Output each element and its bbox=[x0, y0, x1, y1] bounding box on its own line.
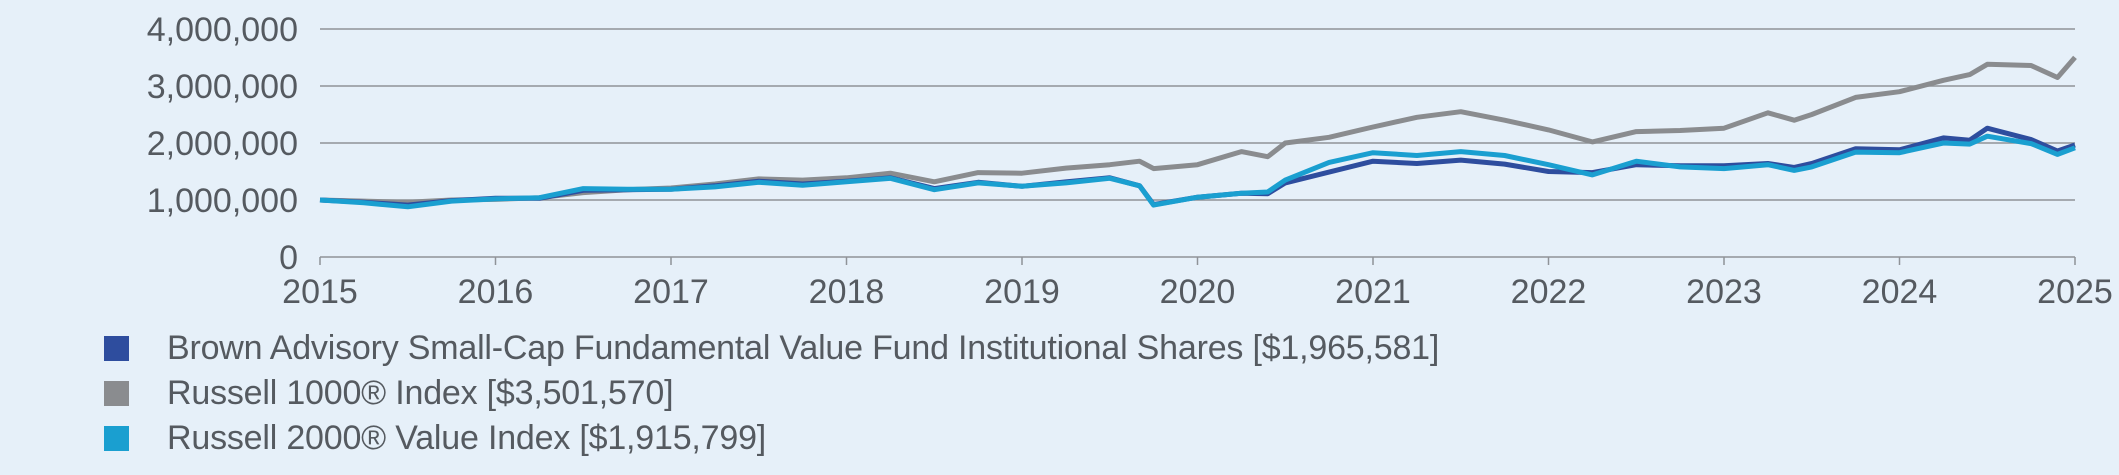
x-axis: 2015 2016 2017 2018 2019 2020 2021 2022 2023 2024… bbox=[282, 256, 2113, 311]
gridlines bbox=[320, 28, 2075, 201]
x-tick-label: 2025 bbox=[2037, 273, 2113, 311]
x-tick-label: 2024 bbox=[1862, 273, 1938, 311]
x-tick-label: 2017 bbox=[633, 273, 709, 311]
legend-item-russell-1000: Russell 1000® Index [$3,501,570] bbox=[104, 371, 1439, 416]
legend-swatch-russell-1000 bbox=[104, 381, 129, 406]
legend-label-russell-1000: Russell 1000® Index [$3,501,570] bbox=[167, 374, 674, 412]
y-tick-label: 2,000,000 bbox=[147, 125, 298, 163]
series-line-2 bbox=[319, 133, 2076, 210]
legend-item-russell-2000-value: Russell 2000® Value Index [$1,915,799] bbox=[104, 416, 1439, 461]
series-line-1 bbox=[319, 55, 2077, 205]
y-tick-label: 3,000,000 bbox=[147, 68, 298, 106]
x-tick-label: 2019 bbox=[984, 273, 1060, 311]
legend-item-fund: Brown Advisory Small-Cap Fundamental Val… bbox=[104, 326, 1439, 371]
x-tick-label: 2023 bbox=[1686, 273, 1762, 311]
legend-label-fund: Brown Advisory Small-Cap Fundamental Val… bbox=[167, 329, 1440, 367]
x-tick-label: 2021 bbox=[1335, 273, 1411, 311]
line-chart: 0 1,000,000 2,000,000 3,000,000 4,000,000 20… bbox=[147, 11, 2113, 311]
legend-swatch-fund bbox=[104, 336, 129, 361]
x-tick-label: 2018 bbox=[809, 273, 885, 311]
x-tick-label: 2015 bbox=[282, 273, 358, 311]
x-tick-label: 2022 bbox=[1511, 273, 1587, 311]
y-tick-label: 4,000,000 bbox=[147, 11, 298, 49]
y-axis: 0 1,000,000 2,000,000 3,000,000 4,000,000 bbox=[147, 11, 298, 277]
legend-swatch-russell-2000-value bbox=[104, 426, 129, 451]
legend: Brown Advisory Small-Cap Fundamental Val… bbox=[104, 326, 1439, 461]
y-tick-label: 1,000,000 bbox=[147, 182, 298, 220]
series-lines bbox=[319, 55, 2077, 210]
x-tick-label: 2016 bbox=[458, 273, 534, 311]
legend-label-russell-2000-value: Russell 2000® Value Index [$1,915,799] bbox=[167, 419, 767, 457]
x-tick-label: 2020 bbox=[1160, 273, 1236, 311]
y-tick-label: 0 bbox=[279, 239, 298, 277]
